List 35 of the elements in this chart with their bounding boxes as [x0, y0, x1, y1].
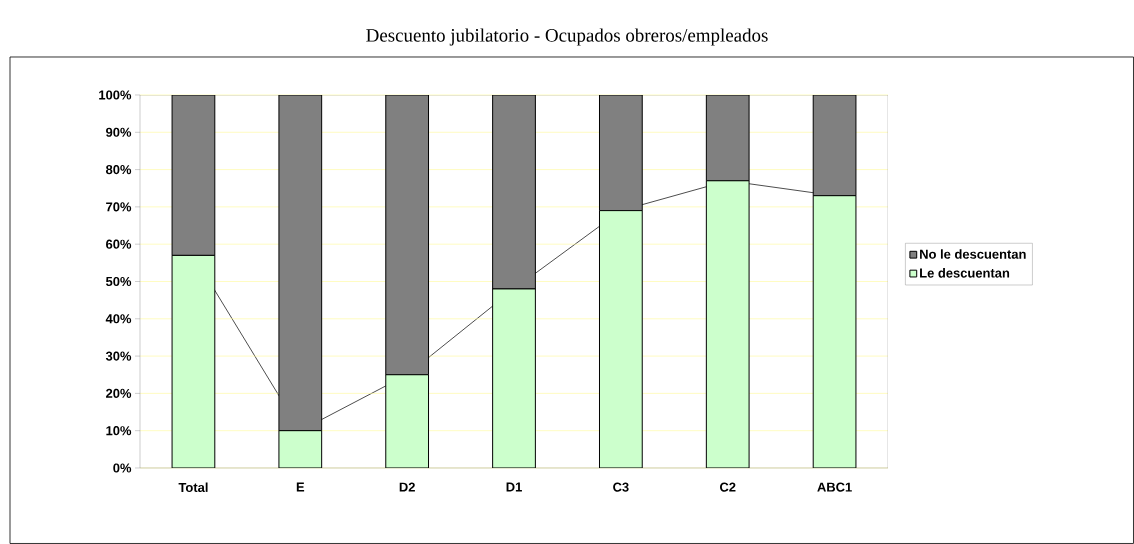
legend-label: No le descuentan — [920, 249, 1026, 259]
legend-label: Le descuentan — [920, 268, 1010, 278]
chart-title: Descuento jubilatorio - Ocupados obreros/empleados — [366, 28, 768, 46]
bar — [705, 94, 750, 182]
bar — [598, 210, 643, 468]
y-tick-label: 50% — [105, 276, 132, 287]
y-tick-label: 20% — [106, 388, 132, 398]
y-tick-label: 90% — [106, 127, 132, 137]
bar — [705, 180, 750, 468]
x-tick-label: D2 — [399, 482, 415, 492]
x-tick-label: E — [296, 482, 305, 492]
y-tick-label: 30% — [105, 351, 132, 361]
bar — [812, 195, 857, 468]
bar — [278, 94, 323, 432]
x-tick-label: Total — [178, 482, 208, 493]
bar — [171, 94, 216, 256]
x-tick-label: C2 — [719, 482, 736, 492]
bar — [385, 94, 430, 376]
y-tick-label: 0% — [113, 463, 132, 473]
bar — [492, 94, 536, 290]
x-tick-label: C3 — [613, 482, 629, 492]
y-tick-label: 100% — [99, 90, 132, 100]
y-tick-label: 60% — [106, 239, 132, 249]
bar — [385, 374, 430, 468]
bar — [812, 94, 857, 197]
y-tick-label: 10% — [106, 426, 132, 436]
bar — [278, 430, 323, 468]
y-tick-label: 80% — [105, 165, 132, 175]
bar — [171, 254, 216, 468]
x-tick-label: D1 — [506, 482, 522, 492]
y-tick-label: 40% — [105, 314, 132, 324]
y-tick-label: 70% — [106, 202, 132, 212]
bar — [598, 94, 643, 212]
bar — [492, 288, 536, 468]
x-tick-label: ABC1 — [817, 482, 852, 492]
